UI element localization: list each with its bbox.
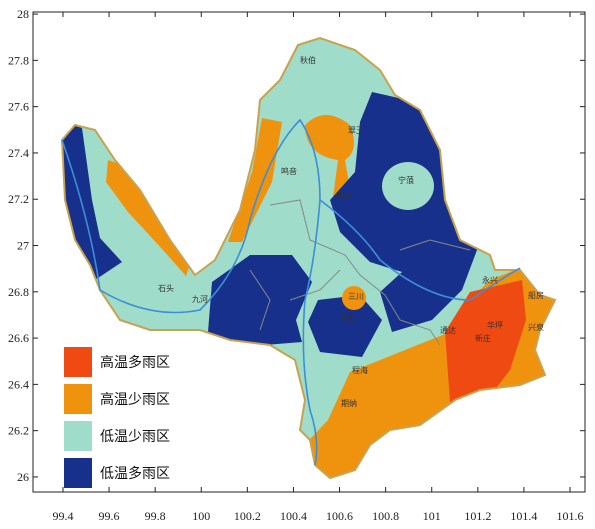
x-tick-label: 101.4 [510,509,537,523]
y-tick-label: 27.6 [8,100,29,114]
legend-swatch [64,458,92,488]
place-label: 华坪 [487,320,503,330]
warm-dry-zone [106,160,192,276]
y-tick-label: 26.8 [8,285,29,299]
legend-label: 高温多雨区 [100,354,170,371]
place-label: 三川 [348,292,364,301]
cool-wet-zone [308,295,382,357]
place-label: 程海 [352,365,368,375]
county-border [249,199,471,346]
warm-dry-zone [342,286,366,310]
legend-swatch [64,384,92,414]
warm-dry-zone [228,118,282,242]
river [61,118,521,466]
place-label: 船房 [528,290,544,300]
x-tick-label: 100.6 [326,509,353,523]
place-label: 石头 [158,283,174,293]
place-label: 九河 [192,294,208,304]
legend-label: 高温少雨区 [100,391,170,408]
x-tick-label: 99.6 [99,509,120,523]
y-tick-label: 26.6 [8,331,29,345]
map-frame [32,11,586,493]
place-label: 宁蒗 [398,175,414,185]
legend-swatch [64,347,92,377]
legend-label: 低温少雨区 [100,429,170,445]
place-label: 秋伯 [300,55,316,65]
place-label: 永兴 [482,275,498,285]
x-tick-label: 100.4 [280,509,307,523]
x-tick-label: 100 [192,509,210,523]
x-tick-label: 99.4 [52,509,73,523]
x-tick-label: 101 [423,509,441,523]
y-tick-label: 27.8 [8,53,29,67]
region-layer [62,38,555,478]
x-tick-label: 101.2 [464,509,491,523]
x-tick-label: 101.6 [557,509,584,523]
y-tick-label: 27.4 [8,146,29,160]
place-label: 通达 [440,325,456,335]
legend-label: 低温多雨区 [100,465,170,482]
place-label: 兴泉 [528,322,544,332]
warm-dry-zone [305,115,354,205]
x-tick-label: 100.2 [234,509,261,523]
x-tick-label: 99.8 [145,509,166,523]
legend-swatch [64,421,92,451]
y-tick-label: 28 [17,7,29,21]
place-label: 永胜 [340,312,356,322]
place-label: 翠玉 [348,126,364,135]
place-label: 金棉 [336,191,352,201]
cool-dry-zone [382,162,434,210]
y-tick-label: 27 [17,239,29,253]
warm-wet-zone [445,280,526,402]
y-tick-label: 27.2 [8,192,29,206]
place-label: 期纳 [341,398,357,408]
place-label: 鸣音 [281,166,297,176]
y-tick-label: 26 [17,470,29,484]
y-tick-label: 26.2 [8,424,29,438]
x-tick-label: 100.8 [372,509,399,523]
y-tick-label: 26.4 [8,377,29,391]
cool-wet-zone [208,255,312,347]
place-label: 新庄 [475,333,491,343]
